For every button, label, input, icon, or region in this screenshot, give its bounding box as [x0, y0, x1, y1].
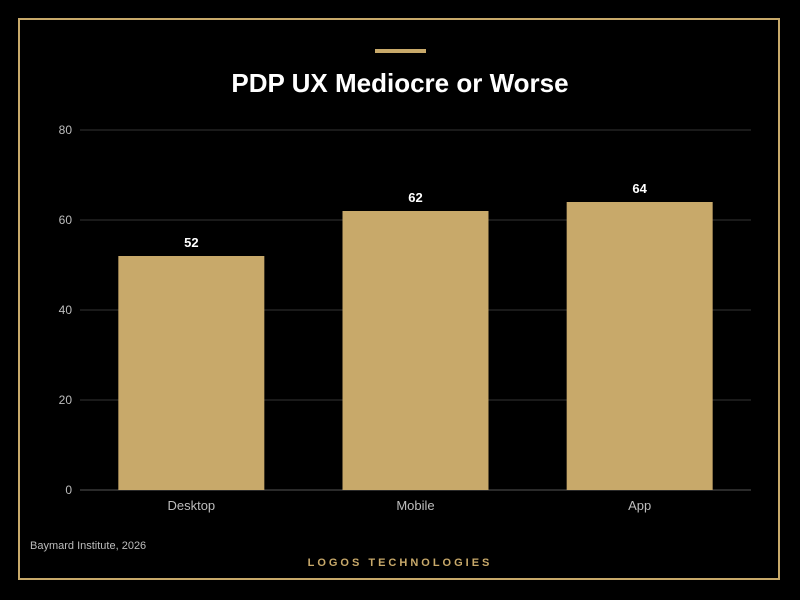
data-label: 62: [408, 190, 422, 205]
bar-app: [566, 202, 713, 490]
bars: [118, 202, 713, 490]
brand-footer: LOGOS TECHNOLOGIES: [307, 557, 493, 569]
x-tick-label: App: [628, 498, 651, 513]
y-tick-label: 0: [65, 483, 72, 497]
bar-mobile: [342, 211, 489, 490]
y-axis-ticks: 0 20 40 60 80: [59, 123, 73, 497]
y-tick-label: 60: [59, 213, 73, 227]
y-tick-label: 80: [59, 123, 73, 137]
source-note: Baymard Institute, 2026: [30, 540, 147, 552]
data-labels: 52 62 64: [184, 181, 648, 250]
chart-title: PDP UX Mediocre or Worse: [231, 68, 569, 98]
x-axis-ticks: Desktop Mobile App: [167, 498, 651, 513]
bar-desktop: [118, 256, 265, 490]
x-tick-label: Mobile: [396, 498, 434, 513]
data-label: 52: [184, 235, 198, 250]
y-tick-label: 40: [59, 303, 73, 317]
x-tick-label: Desktop: [167, 498, 215, 513]
title-accent-bar: [375, 49, 426, 53]
slide-frame: [18, 18, 780, 580]
data-label: 64: [632, 181, 647, 196]
y-tick-label: 20: [59, 393, 73, 407]
